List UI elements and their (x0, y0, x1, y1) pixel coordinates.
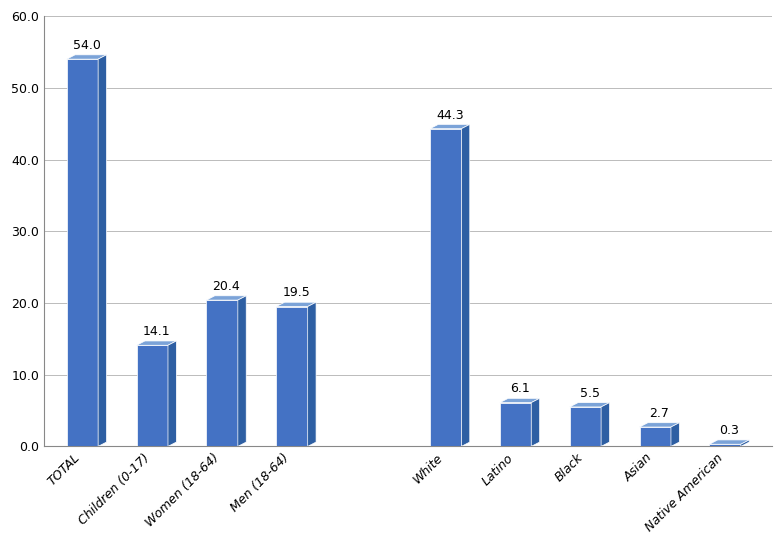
Polygon shape (168, 341, 176, 446)
Polygon shape (500, 403, 531, 446)
Polygon shape (207, 300, 238, 446)
Text: 2.7: 2.7 (649, 407, 669, 420)
Text: 54.0: 54.0 (73, 39, 100, 52)
Text: 19.5: 19.5 (283, 286, 310, 299)
Polygon shape (136, 341, 176, 346)
Polygon shape (430, 129, 461, 446)
Polygon shape (67, 55, 106, 59)
Polygon shape (207, 296, 246, 300)
Polygon shape (98, 55, 106, 446)
Text: 0.3: 0.3 (720, 424, 739, 437)
Polygon shape (276, 306, 308, 446)
Polygon shape (531, 398, 539, 446)
Text: 6.1: 6.1 (510, 383, 529, 396)
Text: 44.3: 44.3 (436, 108, 464, 122)
Polygon shape (308, 302, 316, 446)
Polygon shape (671, 423, 680, 446)
Polygon shape (570, 403, 609, 407)
Polygon shape (570, 407, 601, 446)
Text: 20.4: 20.4 (212, 280, 240, 293)
Polygon shape (741, 440, 749, 446)
Polygon shape (640, 423, 680, 427)
Polygon shape (640, 427, 671, 446)
Polygon shape (238, 296, 246, 446)
Text: 5.5: 5.5 (579, 387, 600, 400)
Polygon shape (709, 444, 741, 446)
Polygon shape (601, 403, 609, 446)
Polygon shape (709, 440, 749, 444)
Polygon shape (430, 124, 470, 129)
Polygon shape (136, 346, 168, 446)
Polygon shape (276, 302, 316, 306)
Polygon shape (500, 398, 539, 403)
Polygon shape (461, 124, 470, 446)
Text: 14.1: 14.1 (143, 325, 170, 338)
Polygon shape (67, 59, 98, 446)
